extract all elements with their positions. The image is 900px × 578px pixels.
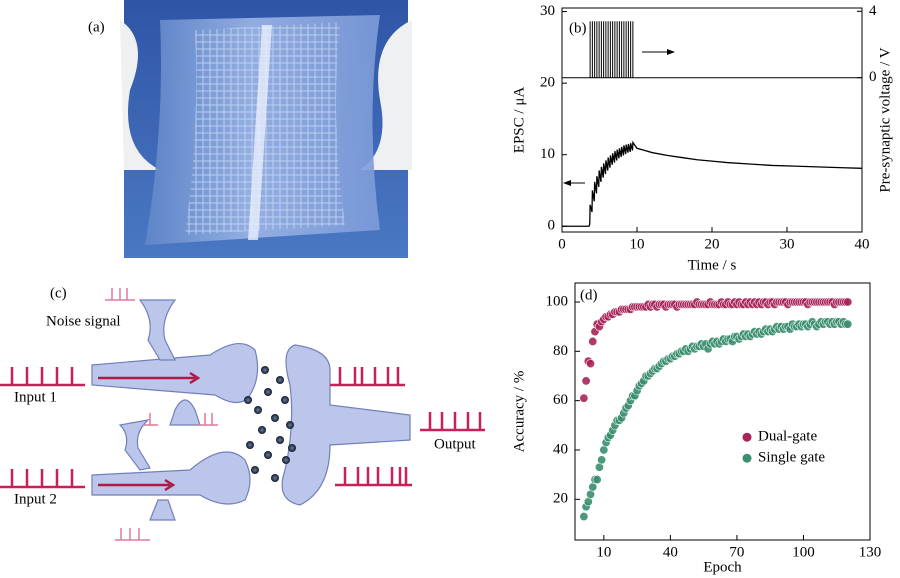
point	[586, 359, 596, 369]
x-tick-label: 30	[780, 236, 795, 252]
x-tick-label: 130	[859, 544, 882, 560]
data-line	[562, 140, 863, 227]
point	[581, 376, 591, 386]
input-label: Input 1	[14, 389, 57, 405]
x-tick-label: 100	[792, 544, 815, 560]
y-tick-label: 40	[553, 441, 568, 457]
y-tick-label: 20	[540, 75, 555, 91]
y-tick-label: 10	[540, 146, 555, 162]
plot-frame	[561, 7, 863, 233]
y-tick-label: 80	[553, 343, 568, 359]
neuron-diagram	[91, 299, 411, 521]
point	[583, 497, 593, 507]
panel-label: (c)	[50, 285, 67, 301]
x-axis-label: Epoch	[703, 559, 742, 575]
x-tick-label: 70	[729, 544, 744, 560]
point	[579, 393, 589, 403]
x-tick-label: 10	[596, 544, 611, 560]
legend-label: Single gate	[758, 450, 825, 466]
x-tick-label: 20	[705, 236, 720, 252]
point	[594, 462, 604, 472]
y2-axis-label: Pre-synaptic voltage / V	[877, 47, 893, 192]
point	[592, 475, 602, 485]
point	[597, 455, 607, 465]
x-tick-label: 10	[630, 236, 645, 252]
x-tick-label: 40	[663, 544, 678, 560]
y-axis-label: EPSC / μA	[511, 87, 527, 154]
point	[843, 297, 853, 307]
y-tick-label: 60	[553, 392, 568, 408]
photo	[120, 0, 412, 258]
y-tick-label: 30	[540, 3, 555, 19]
point	[586, 489, 596, 499]
arrow	[563, 180, 585, 186]
plot-frame	[574, 282, 871, 541]
y-tick-label: 100	[546, 293, 569, 309]
vesicles	[244, 366, 296, 482]
panel-label: (d)	[580, 287, 598, 303]
y2-tick-label: 0	[869, 69, 877, 85]
x-axis-label: Time / s	[688, 257, 737, 273]
legend-marker	[742, 432, 752, 442]
spike-trains	[0, 367, 485, 492]
x-tick-label: 0	[558, 236, 566, 252]
point	[588, 482, 598, 492]
output-label: Output	[434, 436, 477, 452]
point	[588, 336, 598, 346]
noise-label: Noise signal	[46, 313, 121, 329]
input-label: Input 2	[14, 491, 57, 507]
panel-label: (b)	[569, 20, 587, 36]
x-tick-label: 40	[855, 236, 870, 252]
y-axis-label: Accuracy / %	[511, 371, 527, 453]
legend-label: Dual-gate	[758, 429, 817, 445]
arrow	[642, 49, 675, 55]
legend-marker	[742, 453, 752, 463]
y2-tick-label: 4	[869, 3, 877, 19]
panel-label: (a)	[88, 19, 105, 35]
y-tick-label: 20	[553, 491, 568, 507]
noise-trains	[105, 288, 218, 541]
point	[579, 512, 589, 522]
point	[843, 319, 853, 329]
y-tick-label: 0	[548, 218, 556, 234]
point	[599, 445, 609, 455]
